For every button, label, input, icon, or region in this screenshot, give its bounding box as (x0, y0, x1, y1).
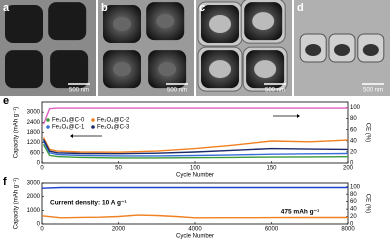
y-tick-label: 1000 (27, 208, 41, 214)
legend-marker (46, 118, 50, 122)
particle-void (156, 14, 175, 29)
particle-core (362, 44, 379, 56)
y2-tick-label: 100 (350, 105, 361, 111)
y-tick-label: 0 (37, 222, 41, 228)
legend-marker (46, 125, 50, 129)
series-line (42, 137, 349, 153)
y2-tick-label: 0 (350, 222, 354, 228)
y2-axis-label: CE (%) (364, 123, 370, 142)
y2-tick-label: 40 (350, 207, 357, 213)
scale-label: 500 nm (363, 88, 383, 94)
series-line (42, 107, 348, 125)
particle (5, 5, 43, 43)
particle-void (209, 60, 231, 79)
y2-tick-label: 20 (350, 214, 357, 220)
series-line (41, 214, 348, 219)
series-line (41, 186, 348, 189)
y2-tick-label: 60 (350, 199, 357, 205)
y2-tick-label: 80 (350, 116, 357, 122)
x-tick-label: 2000 (112, 227, 126, 233)
x-tick-label: 0 (40, 166, 44, 172)
scale-label: 500 nm (167, 88, 187, 94)
particle (48, 2, 87, 41)
panel-label: e (3, 95, 9, 107)
particle (50, 50, 89, 89)
particle-core (334, 44, 350, 56)
panel-label: f (3, 176, 7, 188)
particle-void (252, 12, 275, 31)
legend-marker (91, 125, 95, 129)
particle (5, 50, 43, 89)
panel-label: a (3, 2, 10, 14)
particle-core (305, 44, 322, 56)
y2-tick-label: 60 (350, 127, 357, 133)
y-tick-label: 2000 (27, 194, 41, 200)
x-tick-label: 200 (343, 166, 354, 172)
panel-label: b (101, 2, 108, 14)
y2-tick-label: 80 (350, 192, 357, 198)
x-tick-label: 150 (266, 166, 277, 172)
y-tick-label: 3000 (27, 110, 41, 116)
x-tick-label: 0 (40, 227, 44, 233)
y2-tick-label: 40 (350, 138, 357, 144)
y-axis-label: Capacity (mAh g⁻¹) (14, 178, 20, 230)
particle-void (209, 15, 231, 33)
x-tick-label: 50 (115, 166, 122, 172)
series-line (42, 138, 349, 155)
scale-label: 500 nm (265, 88, 285, 94)
x-tick-label: 8000 (341, 227, 355, 233)
y2-tick-label: 100 (350, 184, 361, 190)
particle-void (113, 62, 131, 77)
particle-void (158, 62, 177, 77)
annotation: Current density: 10 A g⁻¹ (50, 200, 127, 207)
legend-label: Fe₃O₄@C-3 (97, 125, 130, 131)
legend-label: Fe₃O₄@C-1 (52, 125, 85, 131)
y-tick-label: 0 (37, 161, 41, 167)
arrow-head (297, 114, 300, 118)
x-tick-label: 4000 (188, 227, 202, 233)
y2-axis-label: CE (%) (364, 194, 370, 213)
legend-label: Fe₃O₄@C-0 (52, 118, 85, 124)
y2-tick-label: 0 (350, 161, 354, 167)
legend-marker (91, 118, 95, 122)
annotation: 475 mAh g⁻¹ (281, 209, 319, 216)
y-tick-label: 1800 (27, 130, 41, 136)
series-line (42, 140, 349, 157)
series-line (42, 144, 349, 159)
x-axis-label: Cycle Number (176, 173, 214, 179)
x-axis-label: Cycle Number (176, 234, 214, 240)
y2-tick-label: 20 (350, 149, 357, 155)
y-tick-label: 3000 (27, 181, 41, 187)
legend-label: Fe₃O₄@C-2 (97, 118, 130, 124)
y-tick-label: 2400 (27, 120, 41, 126)
y-axis-label: Capacity (mAh g⁻¹) (14, 107, 20, 159)
y-tick-label: 1200 (27, 140, 41, 146)
panel-label: c (199, 2, 205, 14)
x-tick-label: 6000 (265, 227, 279, 233)
particle-void (254, 60, 277, 79)
particle-void (113, 17, 131, 31)
y-tick-label: 600 (30, 150, 41, 156)
x-tick-label: 100 (190, 166, 201, 172)
arrow-head (70, 134, 73, 138)
scale-label: 500 nm (69, 88, 89, 94)
panel-label: d (297, 2, 304, 14)
